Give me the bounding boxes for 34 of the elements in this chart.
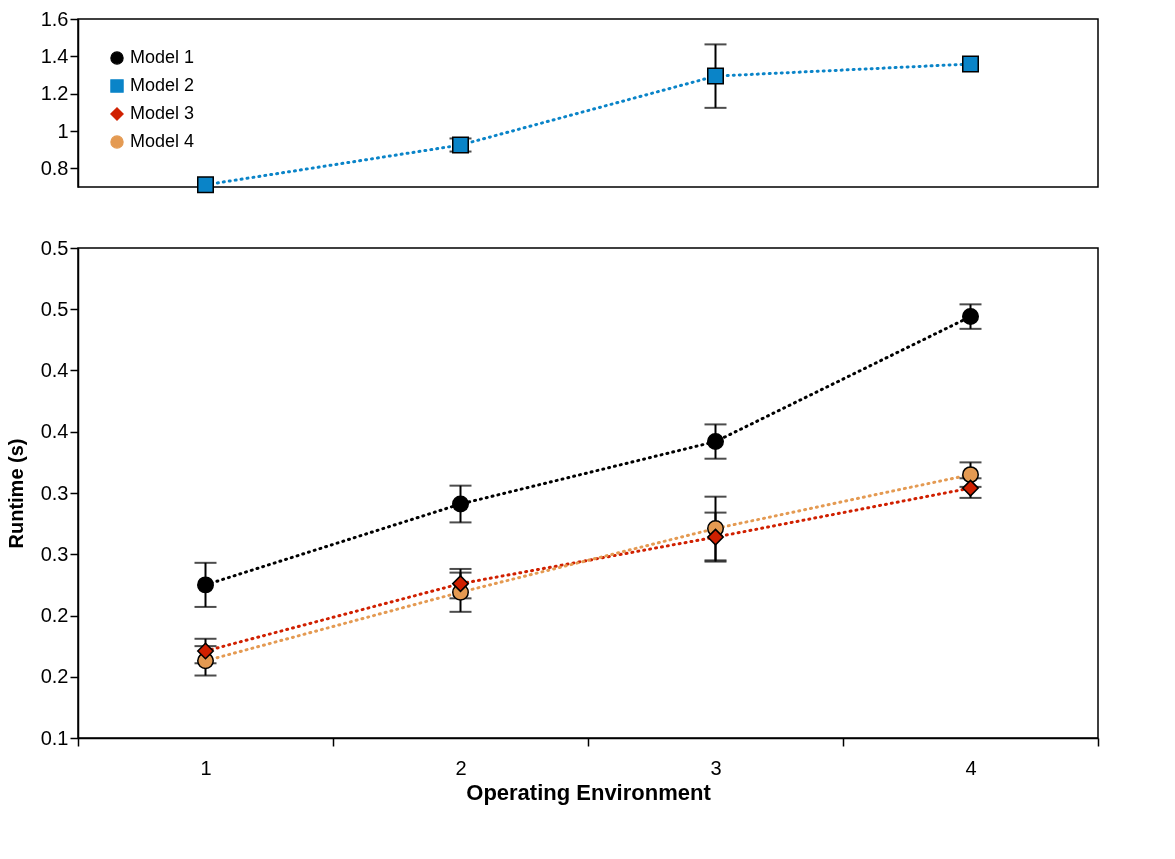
y-axis-title: Runtime (s) — [4, 438, 27, 549]
point — [707, 528, 724, 546]
y-tick-label: 1.4 — [40, 44, 69, 67]
point — [452, 495, 469, 513]
legend-label: Model 2 — [130, 75, 195, 95]
y-tick-label: 0.4 — [40, 420, 69, 443]
legend-label: Model 1 — [130, 47, 195, 67]
y-tick-label: 1 — [57, 119, 69, 142]
point — [197, 576, 214, 594]
y-tick-label: 0.5 — [40, 297, 69, 320]
y-tick-label: 1.2 — [40, 82, 69, 105]
x-tick-label: 1 — [200, 756, 212, 779]
y-tick-label: 0.8 — [40, 156, 69, 179]
x-tick-label: 2 — [455, 756, 467, 779]
point — [452, 575, 469, 593]
y-tick-label: 1.6 — [40, 7, 69, 30]
legend-label: Model 3 — [130, 103, 195, 123]
point — [197, 176, 214, 194]
y-tick-label: 0.1 — [40, 726, 69, 749]
point — [962, 308, 979, 326]
point — [962, 55, 979, 73]
legend-label: Model 4 — [130, 131, 195, 151]
point — [197, 642, 214, 660]
y-tick-label: 0.2 — [40, 604, 69, 626]
y-tick-label: 0.2 — [40, 665, 69, 688]
y-tick-label: 0.3 — [40, 481, 69, 504]
x-tick-label: 4 — [965, 756, 977, 779]
y-tick-label: 0.5 — [40, 236, 69, 259]
y-tick-label: 0.3 — [40, 542, 69, 565]
point — [707, 433, 724, 451]
y-tick-label: 0.4 — [40, 359, 69, 381]
x-axis-title: Operating Environment — [466, 779, 712, 805]
point — [707, 67, 724, 85]
x-tick-label: 3 — [710, 756, 722, 779]
